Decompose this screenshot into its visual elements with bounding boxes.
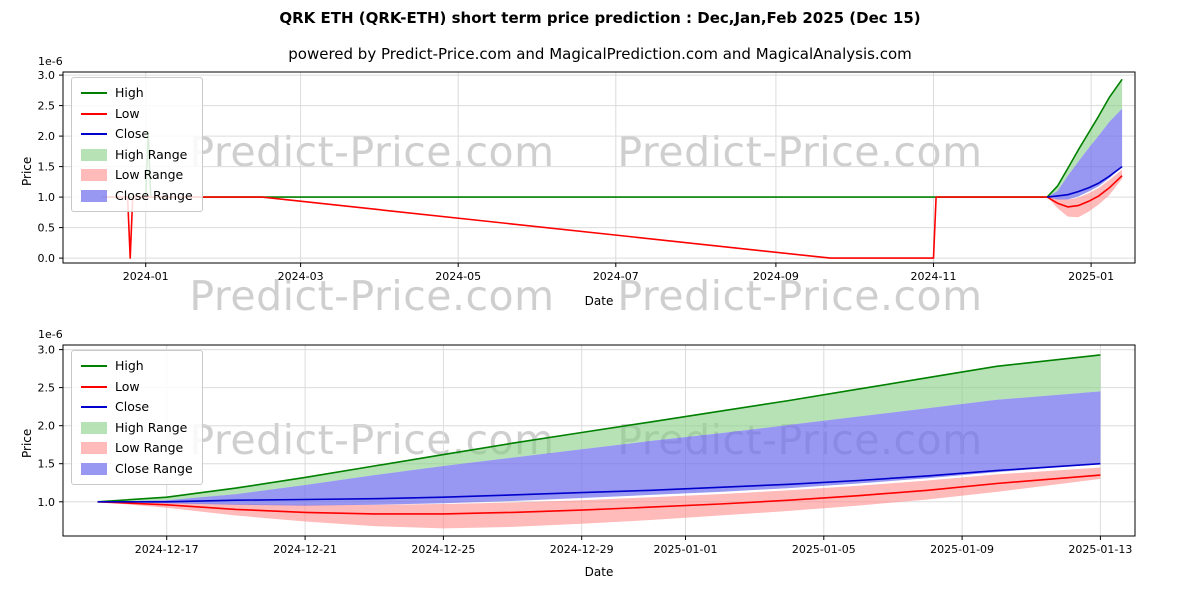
svg-text:2024-12-25: 2024-12-25 <box>411 543 475 556</box>
close-line-swatch <box>81 406 107 409</box>
svg-text:2024-05: 2024-05 <box>435 270 481 283</box>
top-chart: 2024-01 2024-03 2024-05 2024-07 2024-09 2024-… <box>38 69 1136 283</box>
legend-item-close-range: Close Range <box>81 459 193 480</box>
high-range-swatch <box>81 421 107 434</box>
svg-text:2024-12-29: 2024-12-29 <box>550 543 614 556</box>
legend-label-close: Close <box>115 126 150 141</box>
svg-text:2025-01-13: 2025-01-13 <box>1068 543 1132 556</box>
chart-title: QRK ETH (QRK-ETH) short term price predi… <box>279 9 921 27</box>
svg-text:2025-01: 2025-01 <box>1068 270 1114 283</box>
svg-text:2024-03: 2024-03 <box>278 270 324 283</box>
legend-item-high: High <box>81 83 193 104</box>
top-x-axis-label: Date <box>584 294 614 308</box>
legend-label-low-range: Low Range <box>115 167 184 182</box>
legend-label-close-range: Close Range <box>115 460 193 476</box>
legend-label-high-range: High Range <box>115 419 188 435</box>
top-legend: High Low Close High Range Low Range Clos… <box>71 77 203 212</box>
watermark-text: Predict-Price.com <box>189 272 555 320</box>
close-range-swatch <box>81 189 107 202</box>
svg-text:2024-07: 2024-07 <box>593 270 639 283</box>
high-range-swatch <box>81 148 107 161</box>
low-line-swatch <box>81 385 107 388</box>
svg-text:2025-01-05: 2025-01-05 <box>792 543 856 556</box>
legend-item-high-range: High Range <box>81 418 193 439</box>
bottom-y-offset-label: 1e-6 <box>38 328 63 341</box>
svg-text:2024-12-17: 2024-12-17 <box>135 543 199 556</box>
legend-item-low: Low <box>81 377 193 398</box>
svg-text:2024-11: 2024-11 <box>911 270 957 283</box>
legend-label-close-range: Close Range <box>115 187 193 203</box>
low-range-swatch <box>81 442 107 455</box>
svg-text:1.0: 1.0 <box>38 496 56 509</box>
high-line-swatch <box>81 365 107 368</box>
close-range-swatch <box>81 462 107 475</box>
svg-text:2024-01: 2024-01 <box>123 270 169 283</box>
svg-text:2.0: 2.0 <box>38 420 56 433</box>
legend-item-high: High <box>81 356 193 377</box>
svg-text:2.5: 2.5 <box>38 382 56 395</box>
svg-text:1.0: 1.0 <box>38 191 56 204</box>
legend-item-close: Close <box>81 124 193 145</box>
legend-item-low-range: Low Range <box>81 438 193 459</box>
legend-item-high-range: High Range <box>81 145 193 166</box>
bottom-legend: High Low Close High Range Low Range Clos… <box>71 350 203 485</box>
legend-label-high-range: High Range <box>115 146 188 162</box>
svg-text:2.0: 2.0 <box>38 130 56 143</box>
legend-label-low: Low <box>115 378 140 394</box>
chart-subtitle: powered by Predict-Price.com and Magical… <box>288 45 912 63</box>
watermark-text: Predict-Price.com <box>617 272 983 320</box>
top-y-offset-label: 1e-6 <box>38 55 63 68</box>
bottom-chart: 2024-12-17 2024-12-21 2024-12-25 2024-12-29… <box>38 344 1136 556</box>
svg-text:2025-01-09: 2025-01-09 <box>930 543 994 556</box>
low-line-swatch <box>81 112 107 115</box>
svg-text:2024-12-21: 2024-12-21 <box>273 543 337 556</box>
legend-label-low-range: Low Range <box>115 440 184 455</box>
price-history-plot-area: 2024-01 2024-03 2024-05 2024-07 2024-09 2024-… <box>38 69 1136 283</box>
bottom-y-axis-label: Price <box>20 428 34 458</box>
svg-text:2.5: 2.5 <box>38 100 56 113</box>
price-forecast-plot-area: 2024-12-17 2024-12-21 2024-12-25 2024-12-29… <box>38 344 1136 556</box>
svg-text:0.0: 0.0 <box>38 252 56 265</box>
high-line-swatch <box>81 92 107 95</box>
legend-item-close-range: Close Range <box>81 186 193 207</box>
legend-label-low: Low <box>115 105 140 121</box>
svg-text:1.5: 1.5 <box>38 161 56 174</box>
legend-label-high: High <box>115 85 144 100</box>
svg-text:2025-01-01: 2025-01-01 <box>654 543 718 556</box>
low-range-swatch <box>81 169 107 182</box>
svg-text:1.5: 1.5 <box>38 458 56 471</box>
svg-text:0.5: 0.5 <box>38 222 56 235</box>
bottom-x-axis-label: Date <box>584 565 614 579</box>
legend-label-close: Close <box>115 399 150 414</box>
top-y-axis-label: Price <box>20 156 34 186</box>
legend-item-low: Low <box>81 104 193 125</box>
legend-label-high: High <box>115 358 144 373</box>
svg-text:3.0: 3.0 <box>38 69 56 82</box>
legend-item-low-range: Low Range <box>81 165 193 186</box>
legend-item-close: Close <box>81 397 193 418</box>
close-line-swatch <box>81 133 107 136</box>
svg-text:3.0: 3.0 <box>38 344 56 357</box>
svg-text:2024-09: 2024-09 <box>753 270 799 283</box>
